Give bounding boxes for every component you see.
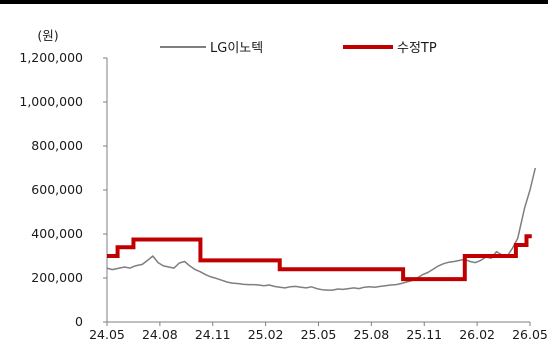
y-tick-label: 1,200,000 (19, 50, 83, 65)
x-axis-ticks: 24.05 24.08 24.11 25.02 25.05 25.08 25.11 26.02… (89, 322, 548, 342)
series-layer (106, 167, 537, 291)
plot-axes (106, 58, 530, 323)
x-tick-label: 25.11 (406, 327, 442, 342)
x-tick-label: 26.02 (459, 327, 495, 342)
legend-label-target-price: 수정TP (397, 41, 437, 56)
legend-label-stock: LG이노텍 (210, 41, 263, 56)
y-tick-label: 400,000 (31, 226, 83, 241)
y-axis-unit-label: (원) (37, 28, 58, 43)
x-tick-label: 26.05 (512, 327, 548, 342)
x-tick-label: 25.05 (301, 327, 337, 342)
x-tick-label: 24.08 (142, 327, 178, 342)
x-tick-label: 24.11 (195, 327, 231, 342)
x-tick-label: 25.08 (353, 327, 389, 342)
series-stock-price-line (106, 167, 537, 291)
y-axis-ticks: 0 200,000 400,000 600,000 800,000 1,000,000 1,… (19, 50, 107, 329)
y-tick-label: 600,000 (31, 182, 83, 197)
top-border (0, 0, 548, 4)
x-tick-label: 24.05 (89, 327, 125, 342)
y-tick-label: 0 (75, 314, 83, 329)
legend: LG이노텍 수정TP (160, 41, 437, 56)
series-target-price-line (107, 234, 532, 282)
y-tick-label: 1,000,000 (19, 94, 83, 109)
x-tick-label: 25.02 (248, 327, 284, 342)
y-tick-label: 800,000 (31, 138, 83, 153)
y-tick-label: 200,000 (31, 270, 83, 285)
